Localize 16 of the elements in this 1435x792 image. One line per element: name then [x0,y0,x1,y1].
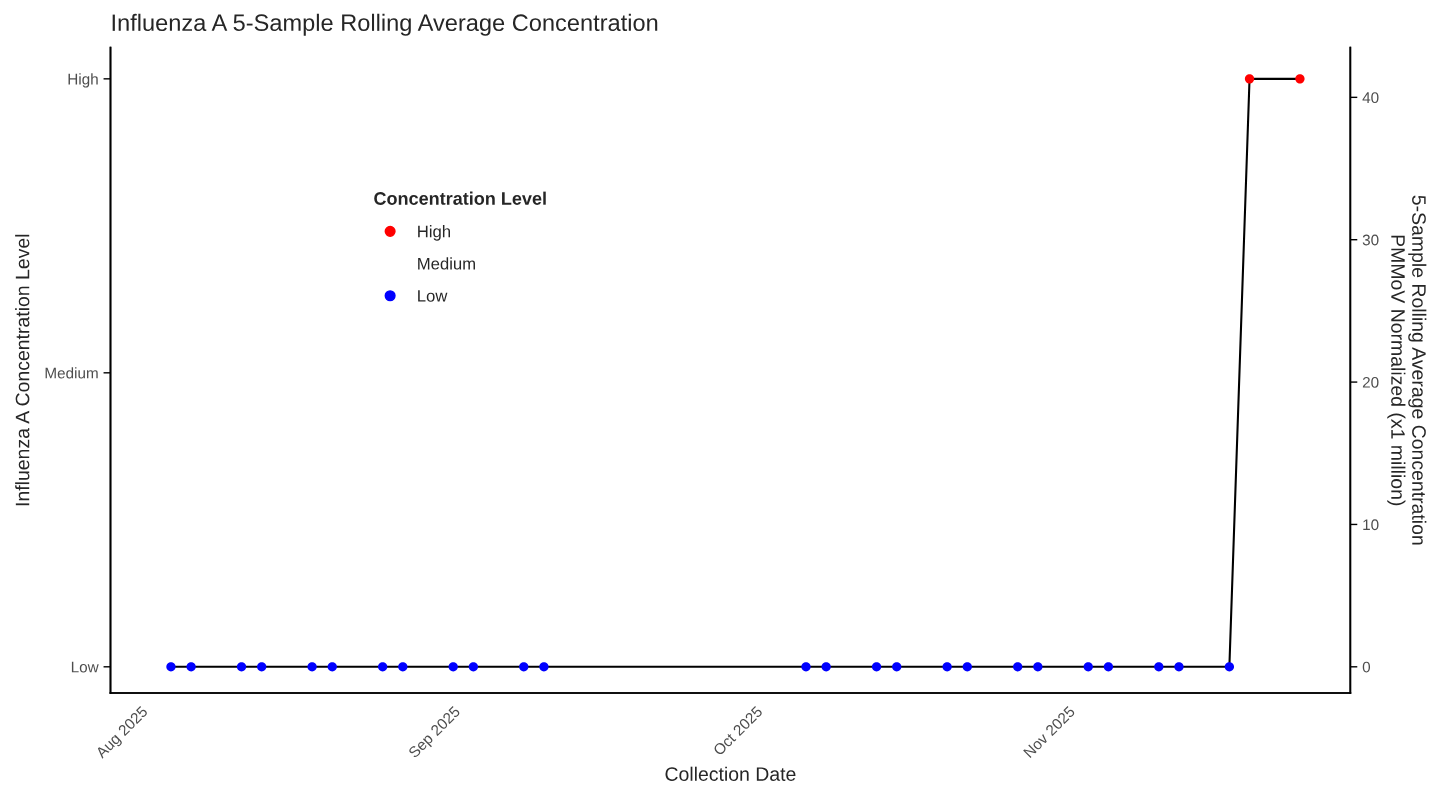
category-label: High [68,73,98,88]
category-label: Medium [45,367,98,379]
legend-label: Low [418,290,448,302]
x-axis-title: Collection Date [665,766,796,781]
category-label: Low [71,661,99,673]
y-axis-title: Influenza A Concentration Level [15,234,30,506]
legend-title: Concentration Level [374,191,546,205]
chart-title: Influenza A 5-Sample Rolling Average Concentration [112,13,658,36]
legend-label: High [418,225,450,241]
y2-axis-title: 5-Sample Rolling Average Concentration PMMoV Normalized (x1 million) [1387,195,1427,545]
y2-tick-label: 0 [1362,661,1371,673]
text: Medium [418,257,475,270]
y2-tick-label: 30 [1362,234,1379,246]
y2-tick-label: 10 [1363,519,1379,531]
y2-tick-label: 40 [1362,92,1379,104]
y2-tick-label: 20 [1362,376,1379,388]
